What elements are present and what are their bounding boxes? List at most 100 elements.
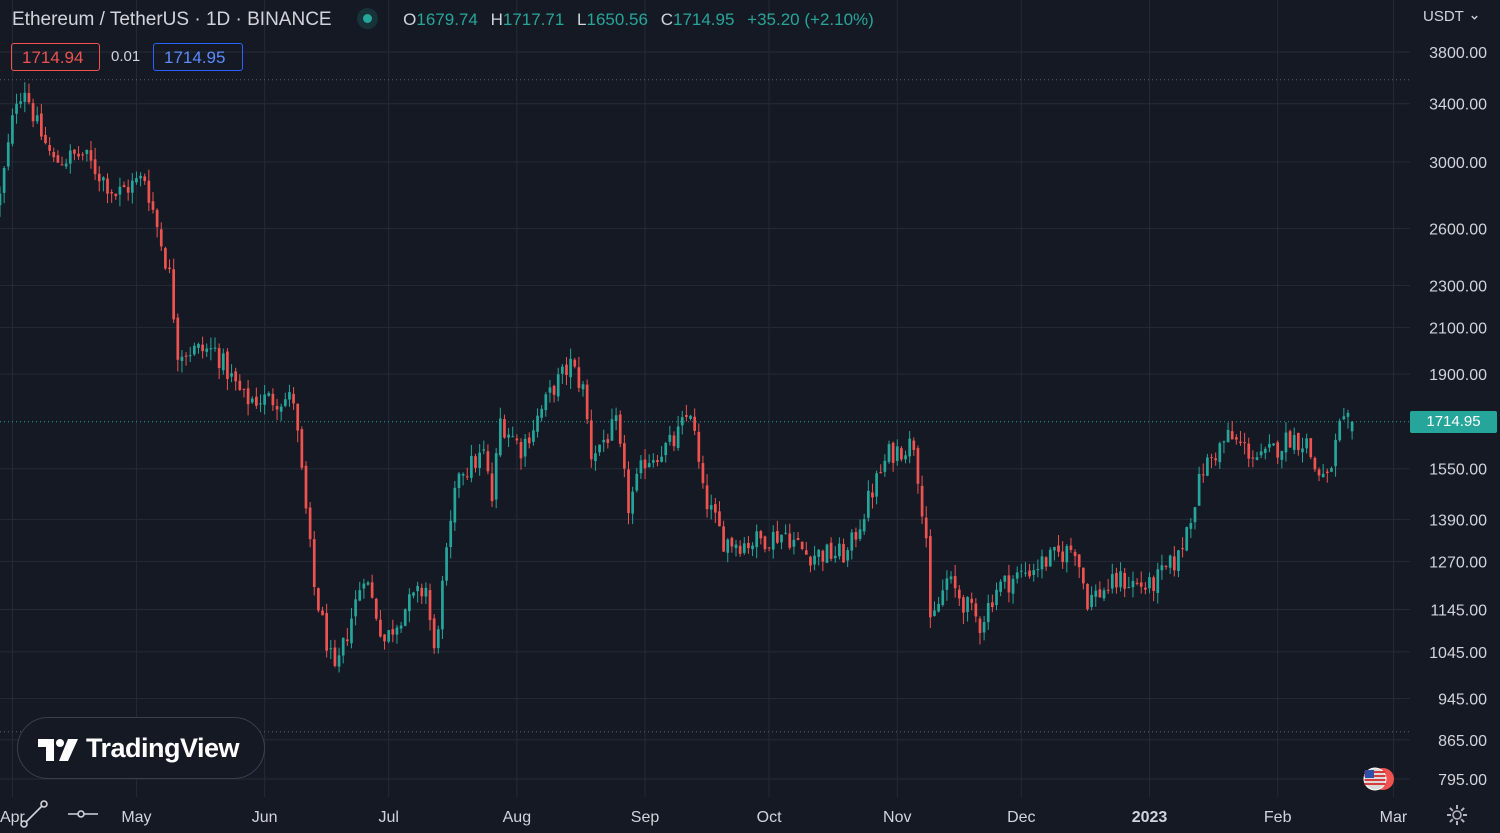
candle [1102, 587, 1106, 602]
close-key: C [660, 10, 673, 29]
candle [387, 629, 391, 644]
candle [924, 506, 928, 548]
horizontal-ray-icon[interactable] [64, 797, 100, 831]
candle [482, 440, 486, 455]
y-tick-label: 1390.00 [1429, 512, 1487, 529]
candle [1230, 420, 1234, 440]
candle [11, 108, 14, 147]
candle [337, 647, 341, 673]
high-value: 1717.71 [502, 10, 565, 29]
y-tick-label: 945.00 [1438, 692, 1487, 709]
candle [23, 82, 27, 113]
candle [598, 444, 601, 456]
candle [498, 407, 502, 458]
candle [763, 535, 767, 553]
candle [321, 606, 324, 616]
candle [949, 571, 953, 584]
x-tick-label: Oct [757, 809, 782, 826]
sell-button[interactable]: 1714.94 [11, 43, 100, 71]
candle [428, 583, 432, 631]
candle [999, 579, 1002, 597]
y-tick-label: 1145.00 [1430, 602, 1487, 619]
candle [370, 574, 374, 599]
x-tick-label: Dec [1007, 809, 1035, 826]
candle [48, 137, 51, 156]
candle [647, 454, 651, 468]
price-axis[interactable]: 3800.00 3400.00 3000.00 2600.00 2300.00 2100.… [1429, 45, 1487, 789]
time-axis[interactable]: Apr May Jun Jul Aug Sep Oct Nov Dec 2023 Feb Mar [0, 809, 1408, 826]
candle [858, 519, 862, 542]
candle [255, 387, 258, 409]
candle [19, 92, 23, 109]
candle [809, 555, 812, 573]
candle [139, 172, 142, 187]
candle [1061, 541, 1065, 569]
candle [602, 429, 606, 452]
candle [1181, 537, 1184, 558]
candle [974, 598, 978, 623]
candle [1268, 434, 1271, 453]
y-tick-label: 1270.00 [1429, 554, 1487, 571]
candle [1135, 578, 1139, 586]
candle [1127, 576, 1131, 589]
candle [709, 494, 713, 520]
gear-icon[interactable] [1445, 803, 1469, 827]
candle [1172, 546, 1176, 577]
y-tick-label: 2600.00 [1429, 221, 1487, 238]
candle [573, 357, 577, 369]
candle [565, 356, 568, 386]
candle [89, 141, 93, 169]
candle [585, 379, 589, 425]
candle [995, 582, 998, 611]
us-flag-icon[interactable] [1362, 766, 1396, 792]
candle [1330, 466, 1333, 473]
candle [1292, 427, 1296, 455]
candle [217, 343, 221, 380]
low-value: 1650.56 [586, 10, 648, 29]
candle [106, 173, 109, 204]
candle [1115, 567, 1118, 594]
change-value: +35.20 (+2.10%) [747, 10, 874, 29]
candle [354, 590, 357, 626]
candle [1193, 506, 1197, 530]
candle [296, 403, 300, 443]
candle [1123, 567, 1127, 598]
candle [408, 588, 411, 623]
candle [1297, 432, 1300, 456]
trend-line-icon[interactable] [16, 797, 52, 831]
candle [697, 423, 701, 469]
candle [1131, 571, 1135, 598]
candle [1251, 450, 1255, 468]
candle [1177, 549, 1180, 578]
candle [130, 173, 134, 204]
currency-menu[interactable]: USDT [1423, 8, 1479, 25]
candle [341, 637, 345, 664]
candle [2, 166, 6, 204]
buy-button[interactable]: 1714.95 [153, 43, 243, 71]
candle [929, 529, 932, 628]
candle [77, 146, 80, 160]
candle [536, 408, 539, 438]
candle [494, 447, 498, 509]
candle [1334, 433, 1337, 477]
candle [457, 472, 461, 498]
candle [1003, 575, 1007, 589]
candle [250, 396, 254, 404]
candle [1321, 464, 1325, 478]
x-tick-label: Mar [1380, 809, 1408, 826]
candle [474, 453, 477, 473]
symbol-title[interactable]: Ethereum / TetherUS · 1D · BINANCE [12, 9, 332, 30]
y-tick-label: 3800.00 [1429, 45, 1487, 62]
candle [639, 455, 643, 479]
candle [135, 171, 138, 185]
candle [453, 480, 457, 531]
candle [1346, 409, 1350, 429]
candle [614, 407, 618, 431]
candle [1206, 453, 1209, 477]
candle [908, 431, 912, 464]
tradingview-logo[interactable]: TradingView [17, 717, 265, 779]
candle [1234, 434, 1238, 445]
candle [933, 601, 936, 617]
candle [747, 536, 750, 554]
